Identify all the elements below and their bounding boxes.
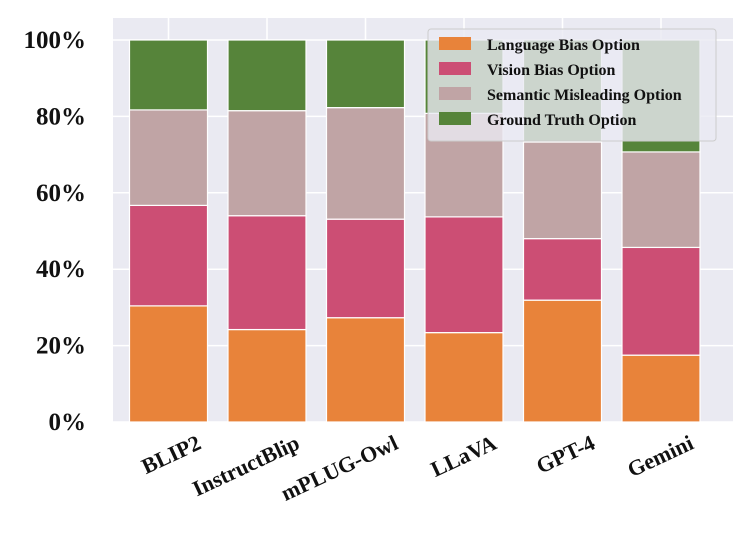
bar-segment-language-bias-option	[325, 317, 406, 423]
bar-segment-vision-bias-option	[621, 246, 701, 356]
y-tick-label: 80%	[36, 103, 86, 130]
y-tick-label: 20%	[36, 333, 86, 360]
bar-segment-vision-bias-option	[227, 215, 307, 331]
bar-segment-language-bias-option	[227, 328, 307, 423]
bar-segment-semantic-misleading-option	[522, 141, 603, 240]
bar-segment-semantic-misleading-option	[325, 107, 406, 220]
y-tick-label: 60%	[36, 180, 86, 207]
y-tick-label: 40%	[36, 256, 86, 283]
x-tick-label: GPT-4	[532, 430, 598, 479]
bar-segment-language-bias-option	[128, 305, 209, 423]
bar-segment-language-bias-option	[621, 354, 701, 423]
x-tick-label: BLIP2	[138, 430, 205, 479]
legend-box	[427, 28, 717, 142]
bar-segment-vision-bias-option	[522, 238, 603, 301]
y-tick-label: 0%	[49, 409, 87, 436]
bar-segment-vision-bias-option	[424, 216, 504, 334]
x-tick-label: Gemini	[623, 430, 697, 482]
bar-segment-vision-bias-option	[128, 204, 209, 307]
bar-segment-ground-truth-option	[227, 39, 307, 112]
x-tick-label: LLaVA	[427, 430, 500, 482]
bar-segment-language-bias-option	[522, 299, 603, 423]
legend-label: Semantic Misleading Option	[487, 87, 682, 104]
legend-swatch	[439, 62, 471, 75]
bar-segment-ground-truth-option	[325, 39, 406, 109]
legend-swatch	[439, 87, 471, 100]
legend-swatch	[439, 37, 471, 50]
legend: Language Bias Option Vision Bias Option Se…	[427, 28, 717, 142]
bar-segment-vision-bias-option	[325, 218, 406, 319]
legend-label: Language Bias Option	[487, 37, 640, 54]
bars	[128, 39, 701, 423]
bar-segment-language-bias-option	[424, 332, 504, 423]
bar-segment-semantic-misleading-option	[128, 109, 209, 207]
y-axis-ticks: 0% 20% 40% 60% 80% 100%	[24, 27, 87, 436]
bar-segment-semantic-misleading-option	[621, 151, 701, 249]
bar-segment-semantic-misleading-option	[227, 110, 307, 217]
y-tick-label: 100%	[24, 27, 87, 54]
legend-label: Vision Bias Option	[487, 62, 615, 79]
bar-segment-ground-truth-option	[128, 39, 209, 111]
legend-swatch	[439, 112, 471, 125]
legend-label: Ground Truth Option	[487, 112, 636, 129]
